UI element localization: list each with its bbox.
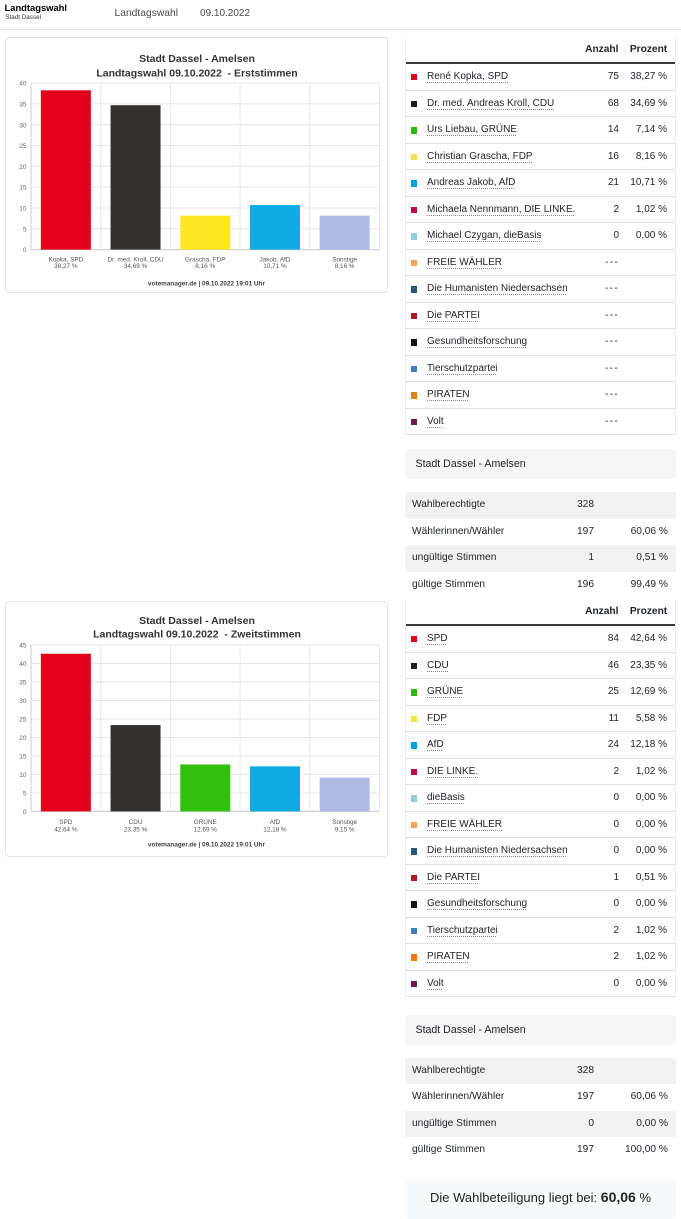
svg-text:votemanager.de | 09.10.2022 19: votemanager.de | 09.10.2022 19:01 Uhr: [148, 842, 265, 849]
svg-text:8,16 %: 8,16 %: [195, 262, 215, 269]
svg-text:10: 10: [19, 205, 27, 212]
svg-text:35: 35: [19, 101, 27, 108]
svg-text:30: 30: [19, 698, 27, 705]
svg-text:votemanager.de | 09.10.2022 19: votemanager.de | 09.10.2022 19:01 Uhr: [148, 280, 265, 287]
svg-text:15: 15: [19, 184, 27, 191]
svg-text:20: 20: [19, 735, 27, 742]
svg-text:20: 20: [19, 163, 27, 170]
svg-text:5: 5: [22, 226, 26, 233]
svg-text:9,15 %: 9,15 %: [334, 826, 354, 833]
svg-text:AfD: AfD: [269, 819, 280, 826]
svg-text:12,69 %: 12,69 %: [193, 826, 217, 833]
svg-text:0: 0: [22, 809, 26, 816]
svg-text:0: 0: [22, 247, 26, 254]
svg-text:40: 40: [19, 661, 27, 668]
svg-text:8,16 %: 8,16 %: [334, 262, 354, 269]
svg-text:34,69 %: 34,69 %: [123, 262, 147, 269]
svg-text:CDU: CDU: [128, 819, 142, 826]
svg-text:45: 45: [19, 643, 27, 650]
svg-text:12,18 %: 12,18 %: [263, 826, 287, 833]
svg-text:Stadt Dassel - Amelsen: Stadt Dassel - Amelsen: [139, 615, 255, 627]
svg-text:5: 5: [22, 791, 26, 798]
svg-text:30: 30: [19, 122, 27, 129]
svg-text:Grascha, FDP: Grascha, FDP: [185, 256, 226, 263]
svg-text:Stadt Dassel - Amelsen: Stadt Dassel - Amelsen: [139, 52, 255, 64]
svg-text:35: 35: [19, 680, 27, 687]
svg-text:10,71 %: 10,71 %: [263, 262, 287, 269]
svg-text:40: 40: [19, 80, 27, 87]
svg-text:Kopka, SPD: Kopka, SPD: [48, 256, 83, 263]
svg-text:Landtagswahl 09.10.2022 - Ers: Landtagswahl 09.10.2022 - Erststimmen: [96, 67, 297, 79]
svg-text:25: 25: [19, 143, 27, 150]
svg-text:Jakob, AfD: Jakob, AfD: [259, 256, 290, 263]
svg-text:42,64 %: 42,64 %: [54, 826, 78, 833]
svg-text:Landtagswahl 09.10.2022 - Zwe: Landtagswahl 09.10.2022 - Zweitstimmen: [93, 628, 301, 640]
svg-text:15: 15: [19, 754, 27, 761]
svg-text:23,35 %: 23,35 %: [123, 826, 147, 833]
svg-text:25: 25: [19, 717, 27, 724]
svg-text:10: 10: [19, 772, 27, 779]
svg-text:SPD: SPD: [59, 819, 73, 826]
svg-text:Dr. med. Kroll, CDU: Dr. med. Kroll, CDU: [107, 256, 163, 263]
svg-text:GRÜNE: GRÜNE: [193, 818, 216, 826]
svg-text:Sonstige: Sonstige: [332, 256, 357, 263]
svg-text:38,27 %: 38,27 %: [54, 262, 78, 269]
svg-text:Sonstige: Sonstige: [332, 819, 357, 826]
